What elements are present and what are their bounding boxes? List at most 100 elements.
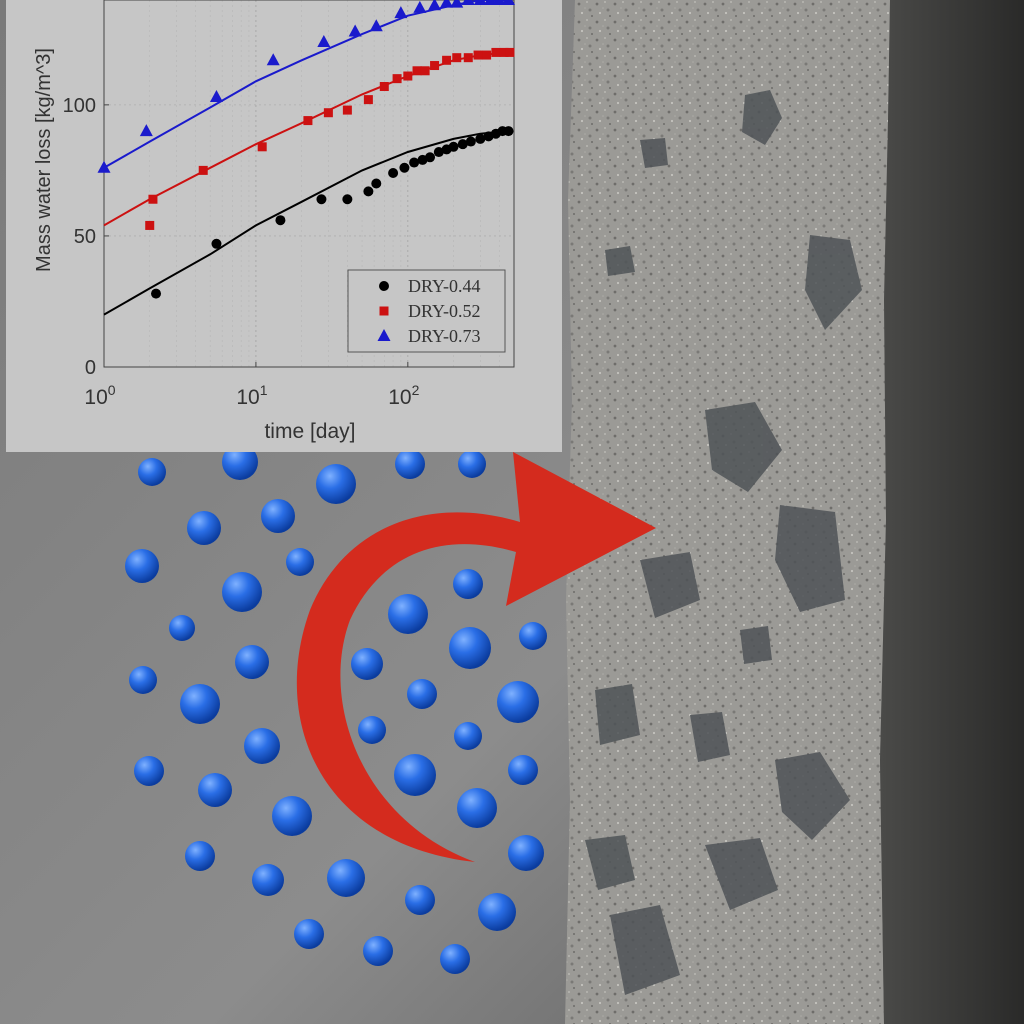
aggregate-stones xyxy=(585,90,862,995)
aggregate-stone xyxy=(640,138,668,168)
water-droplet xyxy=(185,841,215,871)
data-point xyxy=(145,220,155,230)
water-droplet xyxy=(244,728,280,764)
data-point xyxy=(392,74,402,84)
data-point xyxy=(394,6,408,19)
data-point xyxy=(420,66,430,76)
water-droplet xyxy=(125,549,159,583)
water-droplet xyxy=(394,754,436,796)
data-point xyxy=(425,152,436,163)
aggregate-stone xyxy=(690,712,730,762)
water-droplet xyxy=(252,864,284,896)
y-axis-label: Mass water loss [kg/m^3] xyxy=(33,48,55,272)
water-droplet xyxy=(458,450,486,478)
data-point xyxy=(501,0,515,5)
fit-curves xyxy=(103,0,508,316)
water-droplet xyxy=(449,627,491,669)
arrow-body xyxy=(296,452,656,862)
concrete-side-face xyxy=(880,0,1024,1024)
data-point xyxy=(316,194,327,205)
water-droplet xyxy=(407,679,437,709)
data-point xyxy=(151,288,162,299)
data-point xyxy=(457,139,468,150)
curved-arrow xyxy=(296,452,656,862)
y-axis-ticks: 0 50 100 xyxy=(63,95,109,379)
data-point xyxy=(412,66,422,76)
water-droplet xyxy=(405,885,435,915)
y-tick-label: 50 xyxy=(74,226,96,248)
water-droplet xyxy=(351,648,383,680)
water-droplet xyxy=(235,645,269,679)
water-droplet xyxy=(457,788,497,828)
x-tick-label: 100 xyxy=(84,382,115,409)
aggregate-stone xyxy=(705,402,782,492)
water-droplet xyxy=(169,615,195,641)
data-point xyxy=(303,116,313,126)
data-point xyxy=(388,168,399,179)
data-point xyxy=(211,238,222,249)
water-droplet xyxy=(358,716,386,744)
water-droplet xyxy=(388,594,428,634)
data-point xyxy=(433,147,444,158)
water-droplet xyxy=(453,569,483,599)
mass-water-loss-chart: 0 50 100 100 101 102 time [day] Mass water l… xyxy=(33,0,515,443)
water-droplet xyxy=(316,464,356,504)
data-point xyxy=(363,95,373,105)
x-axis-ticks: 100 101 102 xyxy=(84,362,420,409)
data-point xyxy=(503,126,514,137)
data-point xyxy=(257,142,267,152)
water-droplet xyxy=(222,444,258,480)
data-point xyxy=(461,0,475,5)
fit-line-DRY-0.44 xyxy=(103,130,508,316)
aggregate-stone xyxy=(605,246,635,276)
data-point xyxy=(452,53,462,63)
x-axis-label: time [day] xyxy=(264,420,355,443)
data-markers xyxy=(97,0,515,299)
aggregate-stone xyxy=(805,235,862,330)
legend-marker xyxy=(379,281,389,291)
data-point xyxy=(450,0,464,8)
legend-marker xyxy=(379,306,389,316)
data-point xyxy=(342,194,353,205)
data-point xyxy=(465,136,476,147)
data-point xyxy=(448,141,459,152)
water-droplet xyxy=(129,666,157,694)
data-point xyxy=(148,194,158,204)
aggregate-stone xyxy=(585,835,635,890)
water-droplet xyxy=(454,722,482,750)
data-point xyxy=(399,162,410,173)
data-point xyxy=(369,19,383,32)
legend-marker xyxy=(377,329,391,341)
water-droplet xyxy=(198,773,232,807)
data-point xyxy=(442,55,452,65)
water-droplet xyxy=(286,548,314,576)
data-point xyxy=(473,50,483,60)
fit-line-DRY-0.73 xyxy=(103,0,507,169)
aggregate-stone xyxy=(705,838,778,910)
data-point xyxy=(409,157,420,168)
data-point xyxy=(413,0,427,13)
data-point xyxy=(482,50,492,60)
aggregate-stone xyxy=(640,552,700,618)
data-point xyxy=(97,160,111,173)
data-point xyxy=(139,124,153,137)
legend-label: DRY-0.44 xyxy=(408,276,481,296)
water-droplet xyxy=(134,756,164,786)
x-tick-label: 102 xyxy=(388,382,419,409)
plot-frame xyxy=(103,0,515,368)
aggregate-stone xyxy=(610,905,680,995)
water-droplet xyxy=(508,835,544,871)
legend-label: DRY-0.73 xyxy=(408,326,481,346)
data-point xyxy=(492,0,506,5)
data-point xyxy=(323,108,333,118)
aggregate-stone xyxy=(595,684,640,745)
water-droplet xyxy=(222,572,262,612)
y-tick-label: 0 xyxy=(85,357,96,379)
data-point xyxy=(266,53,280,66)
legend-label: DRY-0.52 xyxy=(408,301,481,321)
water-droplet xyxy=(261,499,295,533)
water-droplet xyxy=(508,755,538,785)
water-droplet xyxy=(187,511,221,545)
data-point xyxy=(342,105,352,115)
water-droplet xyxy=(395,449,425,479)
